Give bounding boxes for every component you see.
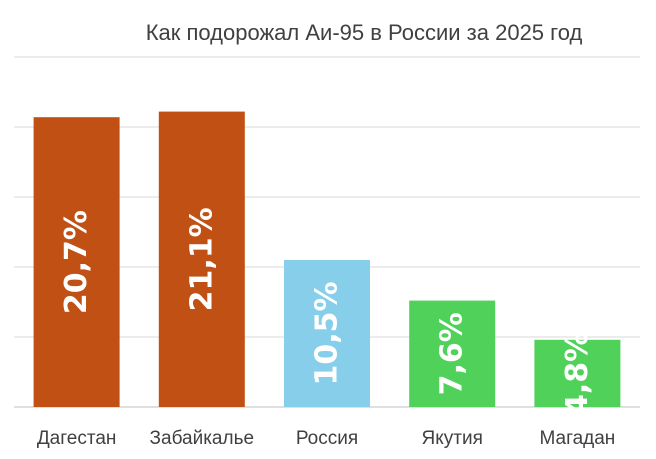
bar xyxy=(284,260,370,407)
bar xyxy=(534,339,621,407)
data-label: 20,7% xyxy=(59,210,94,314)
bars: 20,7% 21,1% 10,5% 7,6% 4,8% xyxy=(33,111,621,415)
data-label: 21,1% xyxy=(184,207,219,311)
data-label: 4,8% xyxy=(560,332,595,415)
bar xyxy=(409,300,496,407)
category-label: Россия xyxy=(296,428,358,449)
data-label: 10,5% xyxy=(310,281,345,385)
category-label: Дагестан xyxy=(37,428,117,449)
chart-title: Как подорожал Аи-95 в России за 2025 год xyxy=(146,20,583,45)
bar xyxy=(158,111,245,407)
category-labels: Дагестан Забайкалье Россия Якутия Магадан xyxy=(37,428,616,449)
data-label: 7,6% xyxy=(435,312,470,395)
bar xyxy=(33,117,120,407)
category-label: Магадан xyxy=(539,428,615,449)
category-label: Якутия xyxy=(422,428,483,449)
category-label: Забайкалье xyxy=(150,428,255,449)
